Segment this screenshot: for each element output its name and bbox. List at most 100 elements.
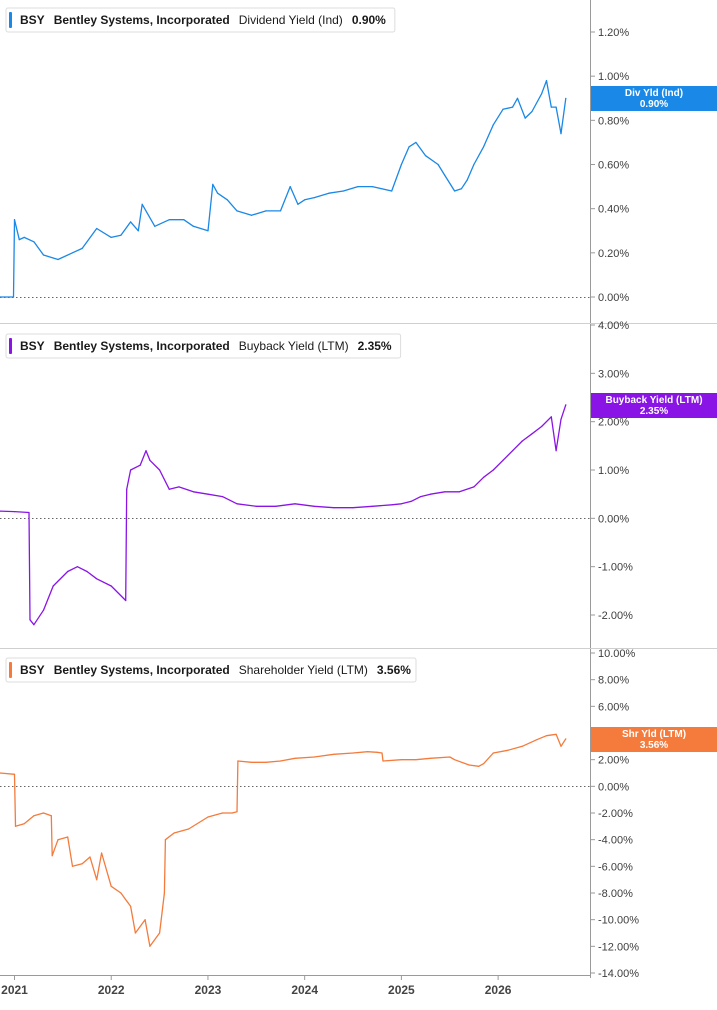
data-point — [415, 141, 417, 143]
data-point — [110, 236, 112, 238]
data-point — [550, 106, 552, 108]
data-point — [560, 745, 562, 747]
data-point — [376, 751, 378, 753]
data-point — [483, 763, 485, 765]
y-tick-label: -1.00% — [598, 562, 633, 574]
y-tick-label: -4.00% — [598, 835, 633, 847]
data-point — [425, 155, 427, 157]
data-point — [13, 511, 16, 513]
data-point — [429, 757, 431, 759]
legend-swatch — [9, 12, 12, 28]
data-point — [473, 163, 475, 166]
data-point — [192, 491, 194, 493]
data-point — [51, 855, 53, 857]
chart-panel-2: -2.00% -1.00% 0.00% 1.00% 2.00% 3.00% 4.00% Buy… — [0, 320, 717, 649]
data-point — [96, 227, 98, 230]
data-point — [454, 190, 456, 192]
current-value-tag: Shr Yld (LTM)3.56% — [591, 727, 717, 752]
data-point — [33, 815, 35, 817]
y-tick-label: -14.00% — [598, 968, 639, 980]
y-tick-label: 0.60% — [598, 160, 629, 172]
data-point — [212, 183, 214, 185]
data-point — [81, 863, 83, 865]
data-point — [560, 133, 562, 135]
data-point — [76, 566, 78, 568]
data-point — [250, 214, 253, 216]
y-tick-label: 1.00% — [598, 465, 629, 477]
data-point — [42, 609, 45, 611]
chart-panel-3: -14.00% -12.00% -10.00% -8.00% -6.00% -4.00% -… — [0, 648, 717, 980]
data-point — [207, 230, 209, 232]
data-point — [221, 812, 224, 814]
data-point — [466, 179, 468, 181]
legend-value: 3.56% — [377, 663, 411, 677]
data-point — [555, 733, 557, 735]
data-point — [371, 186, 373, 188]
legend-box — [5, 657, 417, 683]
data-point — [545, 80, 548, 82]
data-point — [357, 186, 359, 188]
data-point — [207, 816, 209, 818]
x-tick-label: 2021 — [1, 983, 28, 997]
data-point — [294, 757, 296, 759]
data-point — [67, 836, 69, 838]
data-point — [460, 188, 462, 190]
legend: BSY Bentley Systems, Incorporated Dividend… — [5, 7, 396, 33]
y-tick-label: 2.00% — [598, 755, 629, 767]
data-point — [13, 773, 16, 775]
data-point — [226, 199, 228, 201]
data-point — [492, 752, 494, 754]
data-point — [29, 619, 31, 621]
data-point — [511, 450, 514, 452]
data-point — [134, 932, 136, 934]
data-point — [221, 496, 224, 498]
data-point — [71, 252, 74, 254]
data-point — [236, 503, 238, 505]
y-tick-label: 4.00% — [598, 320, 629, 332]
current-value-tag-label: Shr Yld (LTM) — [622, 729, 686, 740]
data-point — [0, 510, 1, 512]
data-point — [154, 225, 156, 227]
data-point — [555, 106, 557, 108]
data-point — [120, 234, 122, 236]
data-point — [352, 507, 354, 509]
chart-panel-1: 0.00% 0.20% 0.40% 0.60% 0.80% 1.00% 1.20% Div Y… — [0, 7, 717, 324]
current-value-tag-value: 0.90% — [640, 99, 668, 110]
data-point — [57, 258, 59, 261]
data-point — [555, 450, 557, 452]
data-point — [163, 892, 165, 894]
legend-company: Bentley Systems, Incorporated — [54, 339, 230, 353]
legend-swatch — [9, 338, 12, 354]
data-point — [565, 738, 567, 740]
current-value-tag-label: Buyback Yield (LTM) — [605, 395, 702, 406]
data-point — [125, 599, 127, 602]
data-point — [81, 247, 83, 249]
legend: BSY Bentley Systems, Incorporated Sharehol… — [5, 657, 417, 683]
data-point — [168, 488, 170, 490]
data-point — [531, 110, 533, 113]
data-point — [164, 839, 166, 841]
legend-box — [5, 7, 396, 33]
x-tick-label: 2022 — [98, 983, 125, 997]
data-point — [304, 199, 306, 201]
legend-company: Bentley Systems, Incorporated — [54, 663, 230, 677]
legend-metric: Buyback Yield (LTM) — [239, 339, 349, 353]
data-point — [410, 500, 412, 502]
data-point — [454, 759, 456, 761]
data-point — [149, 459, 151, 461]
data-point — [130, 469, 132, 471]
data-point — [192, 225, 194, 227]
y-tick-label: 1.20% — [598, 27, 629, 39]
data-point — [33, 241, 35, 243]
data-point — [217, 192, 219, 194]
data-point — [415, 759, 417, 761]
data-point — [521, 440, 523, 442]
data-point — [23, 236, 25, 238]
data-point — [371, 505, 373, 507]
data-point — [492, 124, 494, 126]
legend-box — [5, 333, 402, 359]
data-point — [52, 585, 54, 587]
y-tick-label: 0.00% — [598, 292, 629, 304]
data-point — [71, 865, 74, 867]
